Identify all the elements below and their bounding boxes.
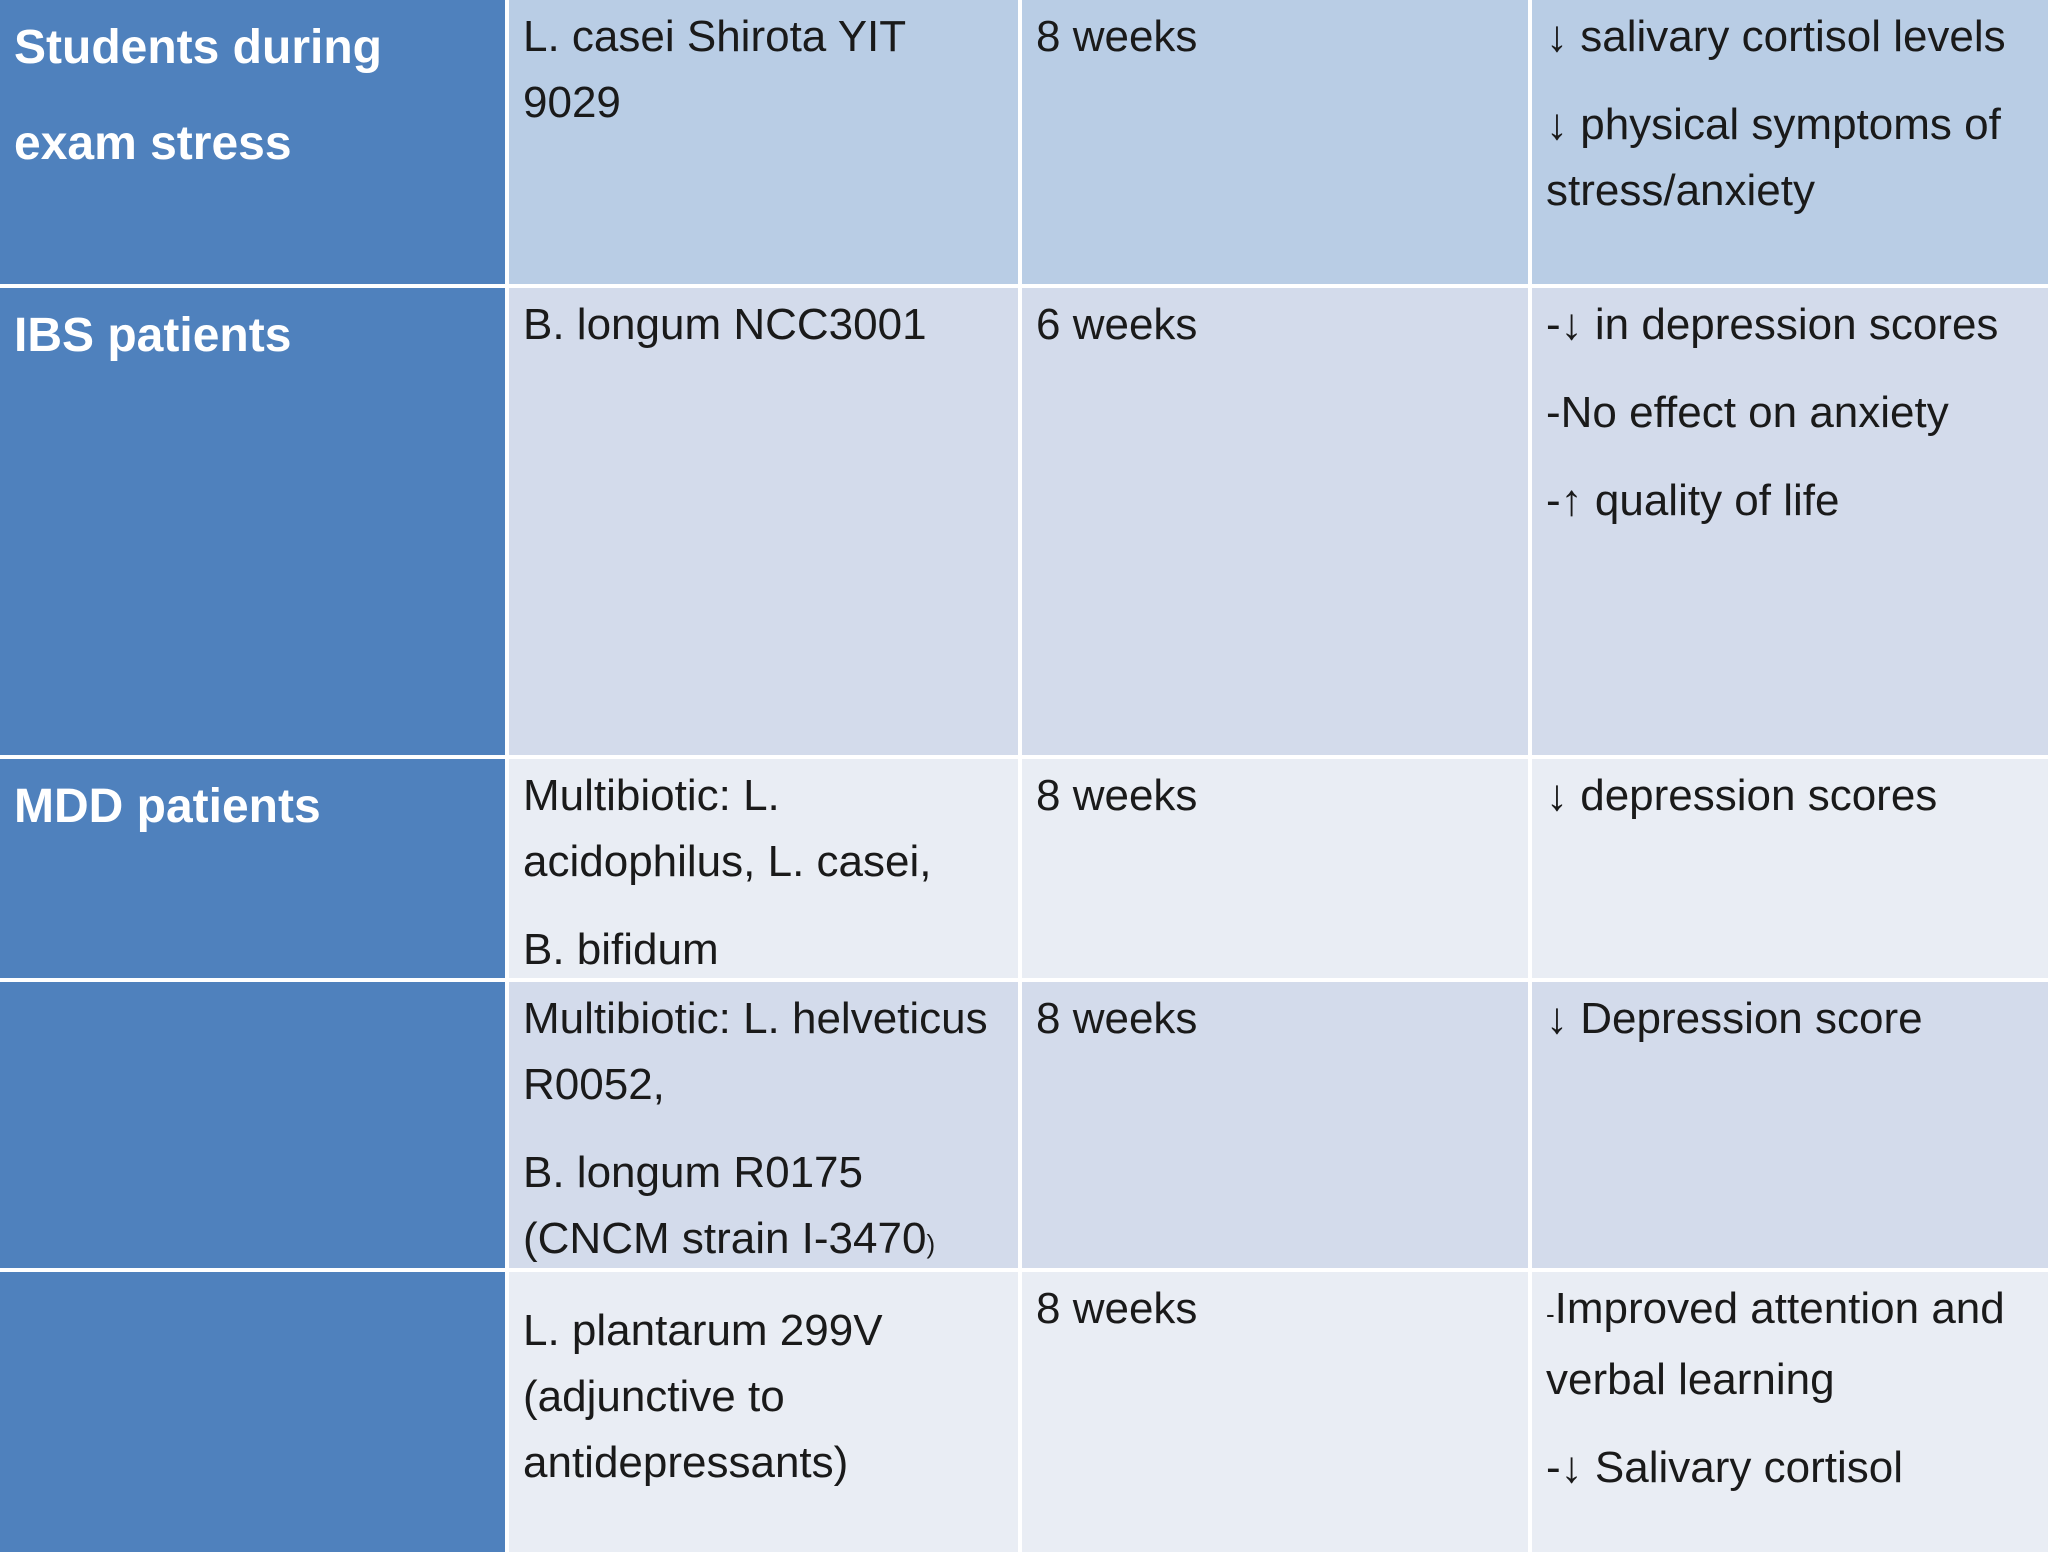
strain-cell-row-2: B. longum NCC3001 <box>509 288 1018 755</box>
duration-cell-row-4: 8 weeks <box>1022 982 1528 1268</box>
strain-text: B. longum NCC3001 <box>523 300 927 349</box>
duration-text: 6 weeks <box>1036 300 1198 349</box>
outcome-text: ↓ depression scores <box>1546 771 1938 820</box>
outcome-cell-row-2: -↓ in depression scores -No effect on an… <box>1532 288 2048 755</box>
population-cell-students: Students during exam stress <box>0 0 505 284</box>
strain-text-paren: ) <box>926 1229 936 1259</box>
population-label: MDD patients <box>14 780 321 833</box>
duration-cell-row-5: 8 weeks <box>1022 1272 1528 1552</box>
strain-text: L. casei Shirota YIT 9029 <box>523 12 906 127</box>
strain-text: Multibiotic: L. acidophilus, L. casei, <box>523 771 932 886</box>
outcome-cell-row-4: ↓ Depression score <box>1532 982 2048 1268</box>
outcome-text: -↓ Salivary cortisol <box>1546 1443 1903 1492</box>
outcome-text-main: Improved attention and verbal learning <box>1546 1284 2005 1404</box>
duration-text: 8 weeks <box>1036 1284 1198 1333</box>
strain-cell-row-5: L. plantarum 299V (adjunctive to antidep… <box>509 1272 1018 1552</box>
outcome-cell-row-1: ↓ salivary cortisol levels ↓ physical sy… <box>1532 0 2048 284</box>
outcome-text: -↓ in depression scores <box>1546 300 1999 349</box>
outcome-cell-row-5: -Improved attention and verbal learning … <box>1532 1272 2048 1552</box>
outcome-text: -No effect on anxiety <box>1546 388 1949 437</box>
population-label: IBS patients <box>14 309 292 362</box>
outcome-text: -Improved attention and verbal learning <box>1546 1276 2044 1413</box>
strain-text: L. plantarum 299V (adjunctive to antidep… <box>523 1306 883 1487</box>
strain-text: B. bifidum <box>523 925 719 974</box>
strain-cell-row-1: L. casei Shirota YIT 9029 <box>509 0 1018 284</box>
population-cell-mdd: MDD patients <box>0 759 505 978</box>
duration-cell-row-2: 6 weeks <box>1022 288 1528 755</box>
duration-text: 8 weeks <box>1036 994 1198 1043</box>
duration-text: 8 weeks <box>1036 12 1198 61</box>
duration-cell-row-3: 8 weeks <box>1022 759 1528 978</box>
outcome-cell-row-3: ↓ depression scores <box>1532 759 2048 978</box>
outcome-text: -↑ quality of life <box>1546 476 1840 525</box>
duration-cell-row-1: 8 weeks <box>1022 0 1528 284</box>
outcome-text: ↓ Depression score <box>1546 994 1923 1043</box>
outcome-text: ↓ salivary cortisol levels <box>1546 12 2006 61</box>
strain-cell-row-4: Multibiotic: L. helveticus R0052, B. lon… <box>509 982 1018 1268</box>
duration-text: 8 weeks <box>1036 771 1198 820</box>
strain-text-main: B. longum R0175 (CNCM strain I-3470 <box>523 1148 927 1263</box>
population-label: Students during exam stress <box>14 21 382 170</box>
strain-text: Multibiotic: L. helveticus R0052, <box>523 994 988 1109</box>
population-cell-empty-5 <box>0 1272 505 1552</box>
outcome-text: ↓ physical symptoms of stress/anxiety <box>1546 100 2001 215</box>
population-cell-empty-4 <box>0 982 505 1268</box>
strain-cell-row-3: Multibiotic: L. acidophilus, L. casei, B… <box>509 759 1018 978</box>
outcome-dash: - <box>1546 1299 1555 1329</box>
strain-text: B. longum R0175 (CNCM strain I-3470) <box>523 1140 1002 1268</box>
population-cell-ibs: IBS patients <box>0 288 505 755</box>
